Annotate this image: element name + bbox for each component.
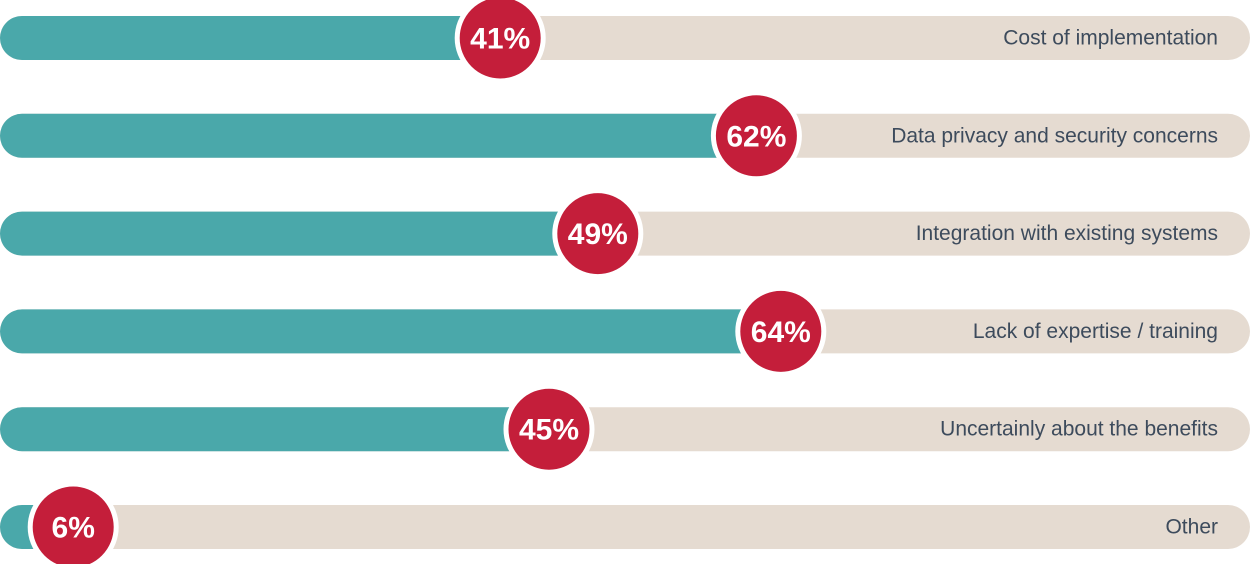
category-label: Lack of expertise / training bbox=[973, 320, 1218, 343]
value-label: 6% bbox=[52, 512, 95, 545]
bar bbox=[0, 113, 757, 158]
value-badge bbox=[27, 481, 119, 564]
category-label: Integration with existing systems bbox=[916, 222, 1218, 245]
bar-track bbox=[0, 505, 1250, 549]
bar bbox=[0, 309, 781, 354]
bar bbox=[0, 211, 598, 256]
value-label: 62% bbox=[726, 120, 786, 153]
value-badge bbox=[710, 90, 802, 182]
category-label: Other bbox=[1165, 516, 1218, 539]
value-label: 49% bbox=[568, 218, 628, 251]
category-label: Uncertainly about the benefits bbox=[940, 418, 1218, 441]
value-badge bbox=[454, 0, 546, 84]
bar bbox=[0, 16, 501, 60]
value-badge bbox=[735, 285, 827, 377]
bar bbox=[0, 407, 549, 452]
value-label: 64% bbox=[751, 316, 811, 349]
value-label: 41% bbox=[470, 23, 530, 56]
value-badge bbox=[552, 188, 644, 280]
value-badge bbox=[503, 383, 595, 475]
value-label: 45% bbox=[519, 414, 579, 447]
category-label: Cost of implementation bbox=[1003, 27, 1218, 50]
category-label: Data privacy and security concerns bbox=[891, 124, 1218, 147]
